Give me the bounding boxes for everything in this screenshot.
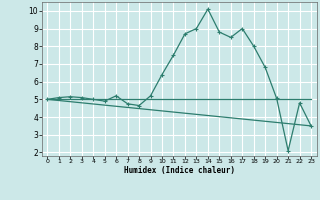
X-axis label: Humidex (Indice chaleur): Humidex (Indice chaleur): [124, 166, 235, 175]
